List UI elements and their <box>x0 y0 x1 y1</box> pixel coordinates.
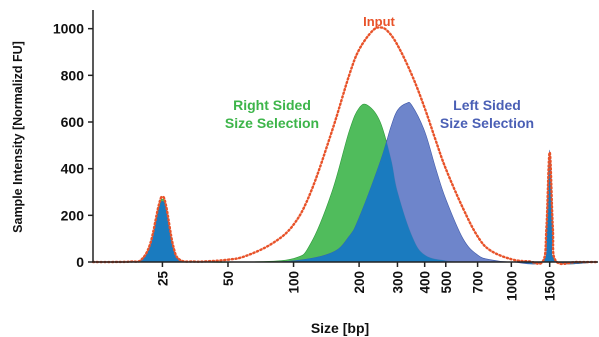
annotation-left-sided-line2: Size Selection <box>440 115 534 131</box>
x-tick-label: 700 <box>471 271 486 294</box>
annotation-left-sided-line1: Left Sided <box>453 97 521 113</box>
ticks: 0 200 400 600 800 1000 25 50 100 200 300 400 500 700 1… <box>53 21 558 301</box>
y-tick-label: 0 <box>76 254 84 270</box>
x-tick-label: 200 <box>352 271 367 294</box>
y-tick-label: 1000 <box>53 21 84 37</box>
x-tick-label: 400 <box>418 271 433 294</box>
y-axis-label: Sample Intensity [Normalizd FU] <box>11 41 25 233</box>
annotation-right-sided-line1: Right Sided <box>233 97 311 113</box>
y-tick-label: 400 <box>61 161 85 177</box>
x-tick-label: 1000 <box>504 271 519 301</box>
annotation-input: Input <box>363 14 395 29</box>
x-tick-label: 50 <box>221 271 236 286</box>
x-tick-label: 100 <box>287 271 302 294</box>
series-input-line <box>91 26 599 266</box>
y-tick-label: 600 <box>61 114 85 130</box>
y-tick-label: 200 <box>61 207 85 223</box>
x-axis-label: Size [bp] <box>311 320 369 336</box>
x-tick-label: 25 <box>155 271 170 287</box>
area-overlap <box>93 104 598 264</box>
x-tick-label: 500 <box>439 271 454 294</box>
axes <box>92 10 598 263</box>
x-tick-label: 1500 <box>543 271 558 301</box>
y-tick-label: 800 <box>61 67 85 83</box>
x-tick-label: 300 <box>390 271 405 294</box>
annotation-right-sided-line2: Size Selection <box>225 115 319 131</box>
plot-areas <box>91 26 599 266</box>
